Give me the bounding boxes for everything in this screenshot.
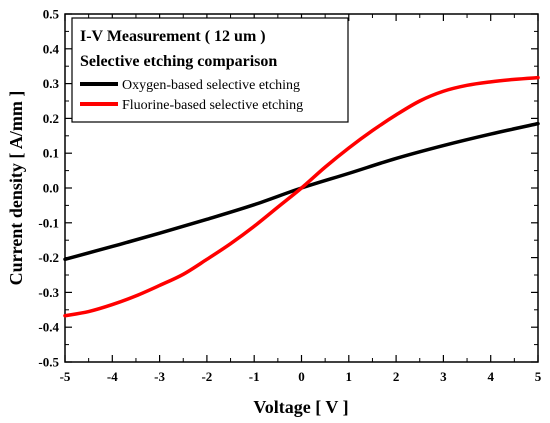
x-tick-label: -5 (60, 369, 71, 384)
axis-ticks: -5 -4 -3 -2 -1 0 1 2 3 4 5 -0.5 -0.4 -0.3 -0.2 -0.1 0.0 0… (38, 7, 541, 385)
y-tick-label: -0.5 (38, 355, 59, 370)
y-tick-label: 0.1 (43, 146, 59, 161)
x-tick-label: 5 (535, 369, 542, 384)
y-tick-label: 0.2 (43, 111, 59, 126)
x-axis-title: Voltage [ V ] (253, 397, 348, 417)
x-tick-label: -1 (249, 369, 260, 384)
y-axis-title: Current density [ A/mm ] (6, 91, 26, 286)
y-tick-label: -0.1 (38, 215, 59, 230)
series-group (63, 75, 540, 318)
x-tick-label: -3 (154, 369, 165, 384)
y-tick-label: -0.3 (38, 285, 59, 300)
legend-label-fluorine: Fluorine-based selective etching (122, 98, 303, 113)
x-tick-label: 0 (298, 369, 305, 384)
y-tick-label: 0.3 (43, 76, 60, 91)
y-tick-label: 0.0 (43, 181, 59, 196)
y-tick-label: -0.2 (38, 250, 59, 265)
x-tick-label: 2 (393, 369, 400, 384)
x-tick-label: 1 (346, 369, 353, 384)
x-tick-label: -4 (107, 369, 118, 384)
y-tick-label: 0.5 (43, 7, 60, 22)
legend-label-oxygen: Oxygen-based selective etching (122, 78, 300, 93)
legend: I-V Measurement ( 12 um ) Selective etch… (71, 17, 349, 123)
series-line-oxygen (63, 121, 540, 262)
y-tick-label: -0.4 (38, 320, 59, 335)
x-tick-label: 3 (440, 369, 447, 384)
legend-title-line-1: I-V Measurement ( 12 um ) (80, 28, 266, 45)
x-tick-label: -2 (201, 369, 212, 384)
series-line-fluorine (63, 75, 540, 318)
legend-title-line-2: Selective etching comparison (80, 53, 277, 70)
y-tick-label: 0.4 (43, 41, 60, 56)
x-tick-label: 4 (487, 369, 494, 384)
